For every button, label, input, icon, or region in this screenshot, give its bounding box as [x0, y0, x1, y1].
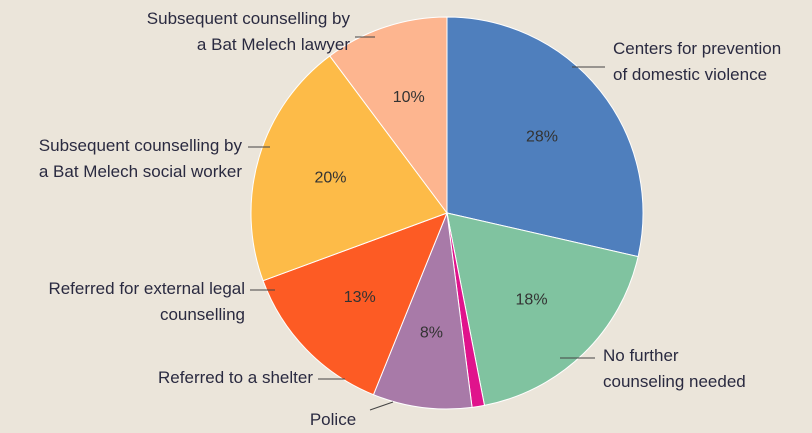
category-label-line: No further: [603, 346, 679, 365]
category-label-line: Subsequent counselling by: [39, 136, 243, 155]
pie-slice: [446, 212, 639, 406]
value-label: 18%: [516, 292, 548, 309]
pie-slice: [446, 16, 644, 258]
category-label: Referred for external legal counselling: [48, 279, 245, 324]
category-label-line: a Bat Melech social worker: [39, 162, 242, 181]
category-label-line: Referred to a shelter: [158, 368, 313, 387]
value-label: 8%: [420, 325, 443, 342]
pie-slice: [262, 212, 448, 396]
value-label: 10%: [393, 89, 425, 106]
category-label-line: Police: [310, 410, 356, 429]
category-label: Subsequent counselling by a Bat Melech so…: [39, 136, 243, 181]
pie-slice: [250, 55, 448, 282]
pie-slice: [372, 211, 473, 410]
category-label-line: Referred for external legal: [48, 279, 245, 298]
category-label-line: counseling needed: [603, 372, 746, 391]
category-label-line: Centers for prevention: [613, 39, 781, 58]
pie-slice: [329, 16, 448, 215]
category-label: No further counseling needed: [603, 346, 746, 391]
category-label: Police: [310, 410, 356, 429]
category-label-line: Subsequent counselling by: [147, 9, 351, 28]
leader-line: [369, 401, 394, 411]
value-label: 28%: [526, 128, 558, 145]
value-label: 20%: [314, 170, 346, 187]
value-label: 13%: [344, 289, 376, 306]
category-label-line: counselling: [160, 305, 245, 324]
category-label: Subsequent counselling by a Bat Melech la…: [147, 9, 351, 54]
category-label-line: a Bat Melech lawyer: [197, 35, 350, 54]
category-label-line: of domestic violence: [613, 65, 767, 84]
category-label: Referred to a shelter: [158, 368, 313, 387]
category-label: Centers for prevention of domestic violen…: [613, 39, 781, 84]
